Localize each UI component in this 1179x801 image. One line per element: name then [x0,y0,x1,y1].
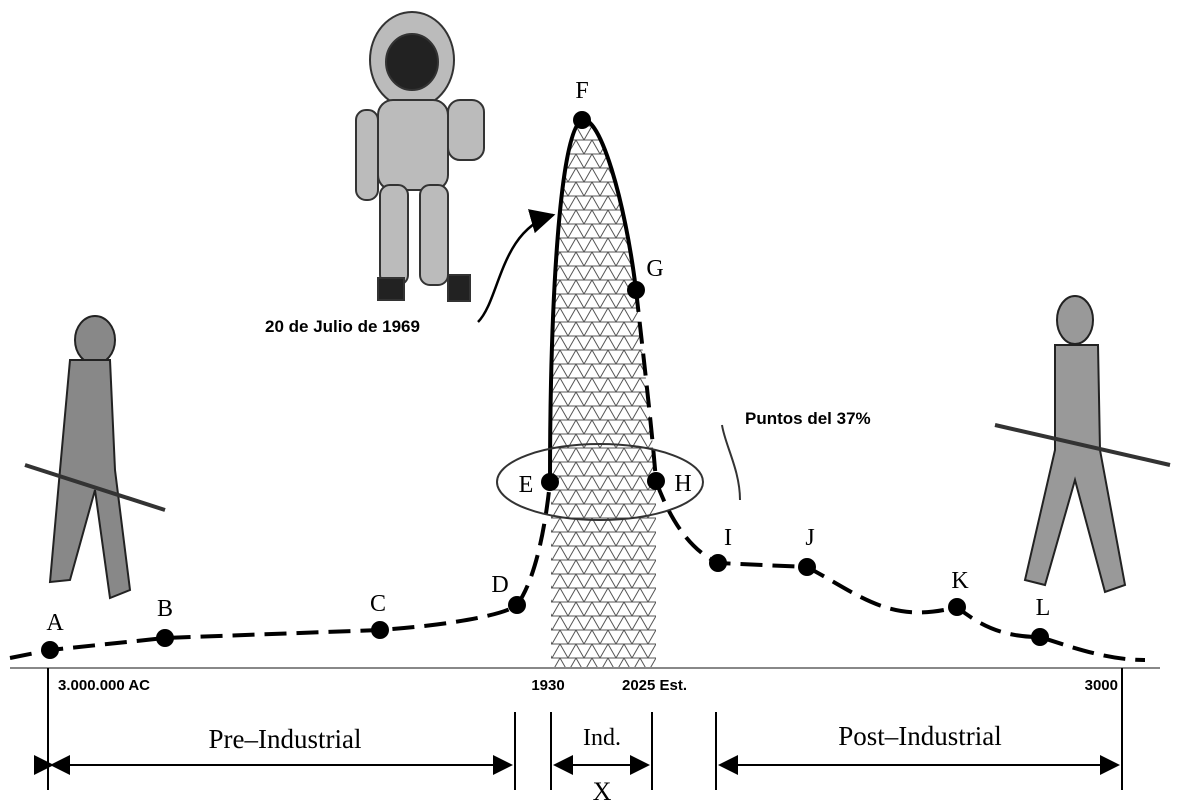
point-label: K [951,568,969,594]
x-label: X [593,777,612,801]
axis-label: 3.000.000 AC [58,677,150,694]
period-label: Post–Industrial [838,721,1002,751]
period-label: Pre–Industrial [209,724,362,754]
point-dot [573,111,591,129]
ape-figure [24,315,166,600]
axis-label: 2025 Est. [622,677,687,694]
point-dot [371,621,389,639]
point-label: C [370,591,386,617]
point-dot [508,596,526,614]
point-label: H [674,471,691,497]
axis-label: 1930 [531,677,564,694]
point-dot [156,629,174,647]
point-dot [41,641,59,659]
leader-line [721,424,741,501]
point-dot [627,281,645,299]
point-label: G [646,256,663,282]
point-label: B [157,596,173,622]
point-label: F [575,78,588,104]
date-arrow [477,209,556,323]
industrial-region [551,119,656,669]
period-label: Ind. [583,725,621,751]
point-label: J [805,525,814,551]
point-dot [541,473,559,491]
axis-label: 3000 [1085,677,1118,694]
percent-label: Puntos del 37% [745,409,871,428]
points: A B C D E F G H I J K L [41,78,1050,659]
point-dot [1031,628,1049,646]
point-dot [798,558,816,576]
point-label: D [491,572,508,598]
point-label: I [724,525,732,551]
astronaut [355,11,485,302]
period-brackets [34,668,1123,790]
point-label: L [1036,595,1051,621]
point-dot [647,472,665,490]
point-label: E [519,472,534,498]
date-label: 20 de Julio de 1969 [265,317,420,336]
percent-ellipse [496,443,704,521]
point-dot [948,598,966,616]
point-label: A [46,610,64,636]
caveman-figure [994,295,1171,594]
point-dot [709,554,727,572]
